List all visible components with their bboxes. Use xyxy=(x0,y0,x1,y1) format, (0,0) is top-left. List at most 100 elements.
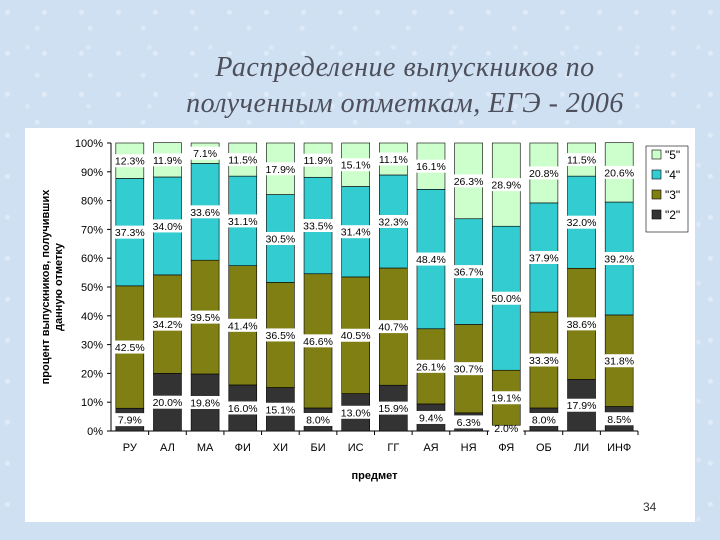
data-label-bg xyxy=(564,398,599,412)
legend-label: "3" xyxy=(665,188,680,202)
data-label: 8.0% xyxy=(306,414,330,426)
data-label: 36.5% xyxy=(266,330,296,342)
x-tick-label: АЛ xyxy=(160,442,175,454)
x-tick-label: ЛИ xyxy=(574,442,589,454)
data-label-bg xyxy=(526,412,561,426)
data-label-bg xyxy=(451,362,486,376)
data-label-bg xyxy=(602,251,637,265)
data-label-bg xyxy=(413,252,448,266)
y-tick-label: 0% xyxy=(87,426,103,438)
data-label: 46.6% xyxy=(303,336,333,348)
data-label-bg xyxy=(338,328,373,342)
data-label: 8.5% xyxy=(607,414,631,426)
y-axis-title-line: данную отметку xyxy=(53,242,65,331)
data-label: 11.9% xyxy=(153,155,182,167)
data-label: 33.3% xyxy=(529,355,559,367)
data-label: 39.5% xyxy=(190,312,220,324)
data-label-bg xyxy=(188,395,223,409)
data-label: 31.8% xyxy=(604,356,634,368)
x-tick-label: ФИ xyxy=(235,442,251,454)
data-label: 11.5% xyxy=(567,155,596,167)
data-label-bg xyxy=(188,205,223,219)
x-tick-label: РУ xyxy=(123,442,138,454)
data-label-bg xyxy=(602,165,637,179)
data-label-bg xyxy=(263,328,298,342)
data-label: 12.3% xyxy=(115,156,145,168)
data-label: 19.1% xyxy=(491,393,521,405)
x-tick-label: БИ xyxy=(310,442,325,454)
x-tick-label: ОБ xyxy=(536,442,552,454)
data-label-bg xyxy=(225,153,260,167)
data-label-bg xyxy=(150,153,185,167)
data-label: 37.9% xyxy=(529,252,559,264)
data-label-bg xyxy=(112,413,147,427)
legend-label: "4" xyxy=(665,168,680,182)
y-tick-label: 60% xyxy=(81,253,103,265)
data-label: 6.3% xyxy=(457,417,481,429)
y-tick-label: 30% xyxy=(81,340,103,352)
data-label: 9.4% xyxy=(419,412,443,424)
data-label: 40.7% xyxy=(378,322,408,334)
data-label-bg xyxy=(376,214,411,228)
slide-title: Распределение выпускников по полученным … xyxy=(0,50,720,122)
x-tick-label: ИНФ xyxy=(607,442,631,454)
y-tick-label: 100% xyxy=(75,138,103,150)
data-label-bg xyxy=(112,154,147,168)
data-label: 20.8% xyxy=(529,168,559,180)
data-label-bg xyxy=(376,320,411,334)
data-label-bg xyxy=(564,317,599,331)
data-label: 7.1% xyxy=(193,148,217,160)
slide-title-line2: полученным отметкам, ЕГЭ - 2006 xyxy=(186,88,624,119)
x-tick-label: ФЯ xyxy=(498,442,514,454)
data-label-bg xyxy=(338,225,373,239)
data-label: 30.5% xyxy=(266,233,296,245)
stacked-bar-chart: 0% 10% 20% 30% 40% 50% 60% 70% 80% 90% 100% 7.9% 42.… xyxy=(40,138,689,482)
x-tick-label: ХИ xyxy=(273,442,288,454)
y-tick-label: 70% xyxy=(81,224,103,236)
x-axis-title: предмет xyxy=(352,470,399,482)
data-label-bg xyxy=(602,412,637,426)
data-label-bg xyxy=(301,219,336,233)
data-label: 26.3% xyxy=(454,176,484,188)
data-label: 26.1% xyxy=(416,361,446,373)
slide-number: 34 xyxy=(643,500,657,514)
data-label-bg xyxy=(301,334,336,348)
data-label: 41.4% xyxy=(228,320,258,332)
x-tick-label: АЯ xyxy=(423,442,438,454)
chart-panel: 0% 10% 20% 30% 40% 50% 60% 70% 80% 90% 100% 7.9% 42.… xyxy=(25,128,695,522)
y-tick-label: 10% xyxy=(81,397,103,409)
y-tick-label: 20% xyxy=(81,368,103,380)
data-label: 8.0% xyxy=(532,414,556,426)
data-label-bg xyxy=(489,291,524,305)
data-label-bg xyxy=(112,340,147,354)
legend-swatch xyxy=(651,189,662,200)
data-label-bg xyxy=(150,219,185,233)
x-tick-label: ГГ xyxy=(387,442,399,454)
data-label: 11.9% xyxy=(304,155,333,167)
data-label: 38.6% xyxy=(567,319,597,331)
data-label: 33.6% xyxy=(190,207,220,219)
data-label-bg xyxy=(188,146,223,160)
y-axis-title: процент выпускников, получившихданную от… xyxy=(40,189,65,385)
data-label-bg xyxy=(150,317,185,331)
x-tick-label: МА xyxy=(197,442,214,454)
y-tick-label: 80% xyxy=(81,196,103,208)
data-label-bg xyxy=(526,166,561,180)
data-label: 37.3% xyxy=(115,227,145,239)
data-label: 31.1% xyxy=(228,216,258,228)
data-label-bg xyxy=(489,178,524,192)
data-label: 2.0% xyxy=(494,423,518,435)
data-label-bg xyxy=(338,405,373,419)
data-label-bg xyxy=(413,410,448,424)
data-label: 36.7% xyxy=(454,267,484,279)
data-label: 19.8% xyxy=(190,397,220,409)
data-label-bg xyxy=(376,401,411,415)
data-label-bg xyxy=(301,412,336,426)
data-label-bg xyxy=(338,158,373,172)
data-label: 33.5% xyxy=(303,221,333,233)
data-label: 20.6% xyxy=(604,167,634,179)
data-label: 50.0% xyxy=(491,293,521,305)
data-label-bg xyxy=(451,415,486,429)
data-label-bg xyxy=(188,310,223,324)
data-label: 20.0% xyxy=(153,397,183,409)
